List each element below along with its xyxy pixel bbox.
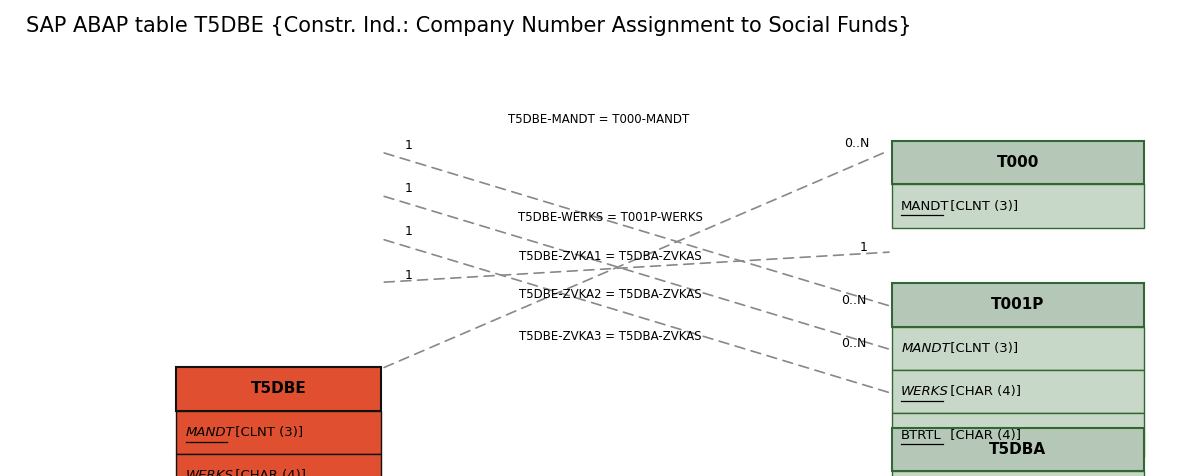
Text: MANDT: MANDT	[901, 342, 950, 355]
Bar	[176, 454, 382, 476]
Bar	[892, 428, 1144, 471]
Text: 1: 1	[405, 226, 413, 238]
Text: T5DBE-ZVKA3 = T5DBA-ZVKAS: T5DBE-ZVKA3 = T5DBA-ZVKAS	[519, 330, 701, 343]
Text: 1: 1	[405, 139, 413, 152]
Text: [CLNT (3)]: [CLNT (3)]	[947, 199, 1019, 213]
Text: T5DBE-MANDT = T000-MANDT: T5DBE-MANDT = T000-MANDT	[508, 112, 689, 126]
Text: T5DBE-WERKS = T001P-WERKS: T5DBE-WERKS = T001P-WERKS	[518, 210, 703, 224]
Text: 1: 1	[405, 182, 413, 195]
Text: 1: 1	[859, 241, 868, 254]
Text: WERKS: WERKS	[186, 469, 233, 476]
Text: T001P: T001P	[991, 298, 1045, 312]
Text: T5DBA: T5DBA	[989, 442, 1046, 457]
Bar	[176, 411, 382, 454]
Text: 1: 1	[405, 269, 413, 282]
Text: MANDT: MANDT	[901, 199, 949, 213]
Bar	[892, 327, 1144, 370]
Text: [CLNT (3)]: [CLNT (3)]	[231, 426, 303, 439]
Text: [CHAR (4)]: [CHAR (4)]	[231, 469, 305, 476]
Text: BTRTL: BTRTL	[901, 428, 942, 442]
Text: [CHAR (4)]: [CHAR (4)]	[947, 385, 1021, 398]
Text: T5DBE-ZVKA2 = T5DBA-ZVKAS: T5DBE-ZVKA2 = T5DBA-ZVKAS	[519, 288, 701, 301]
Text: [CLNT (3)]: [CLNT (3)]	[947, 342, 1019, 355]
Text: [CHAR (4)]: [CHAR (4)]	[947, 428, 1021, 442]
Bar	[892, 141, 1144, 184]
Bar	[892, 370, 1144, 413]
Text: 0..N: 0..N	[844, 137, 869, 150]
Bar	[892, 413, 1144, 457]
Text: MANDT: MANDT	[186, 426, 235, 439]
Bar	[892, 471, 1144, 476]
Text: T5DBE: T5DBE	[251, 381, 306, 397]
Text: SAP ABAP table T5DBE {Constr. Ind.: Company Number Assignment to Social Funds}: SAP ABAP table T5DBE {Constr. Ind.: Comp…	[26, 17, 912, 37]
Text: 0..N: 0..N	[841, 337, 867, 350]
Text: T000: T000	[997, 155, 1039, 170]
Bar	[892, 184, 1144, 228]
Text: 0..N: 0..N	[841, 294, 867, 307]
Text: T5DBE-ZVKA1 = T5DBA-ZVKAS: T5DBE-ZVKA1 = T5DBA-ZVKAS	[519, 250, 701, 263]
Text: WERKS: WERKS	[901, 385, 949, 398]
Bar	[176, 367, 382, 411]
Bar	[892, 283, 1144, 327]
